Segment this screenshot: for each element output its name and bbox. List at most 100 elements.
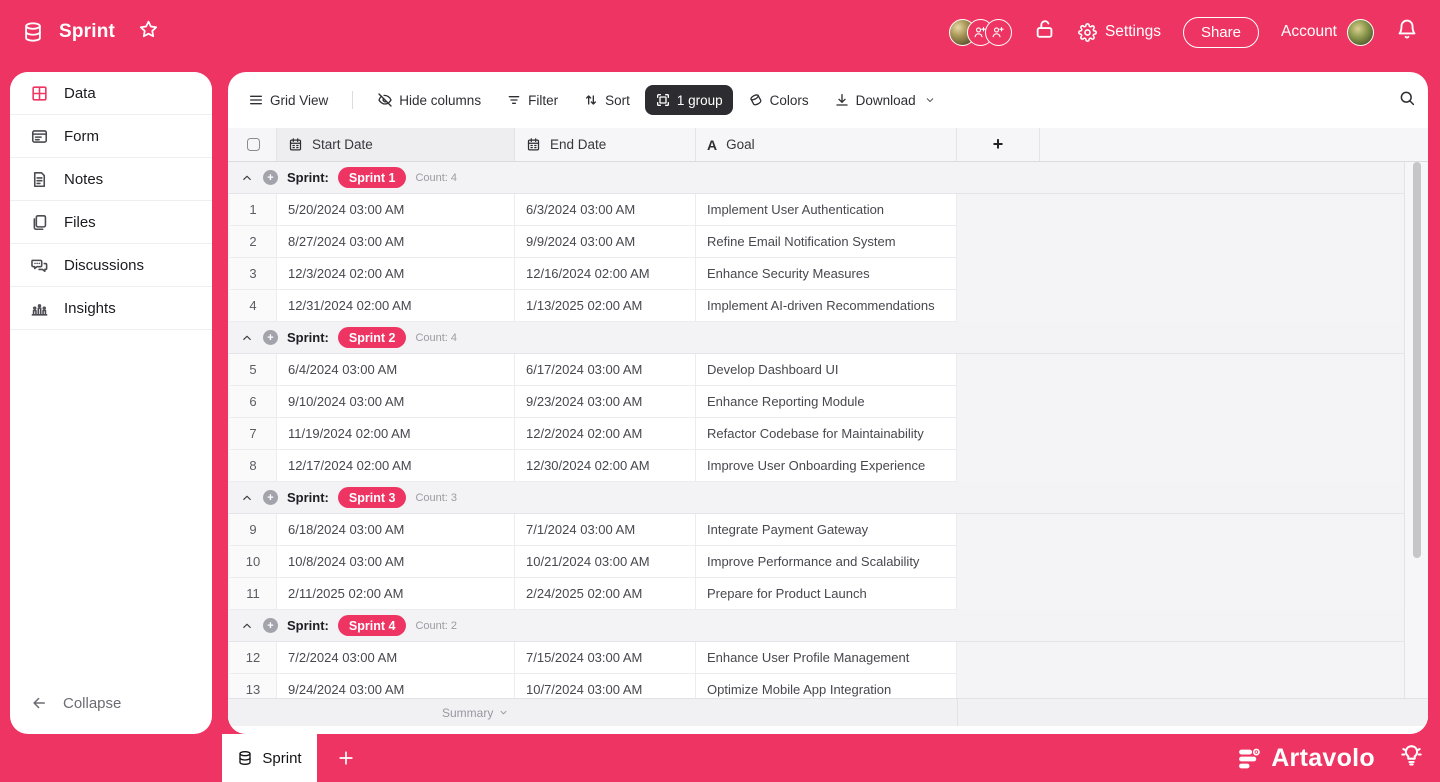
goal-cell[interactable]: Refactor Codebase for Maintainability	[696, 418, 957, 450]
start-date-cell[interactable]: 9/24/2024 03:00 AM	[277, 674, 515, 698]
table-row[interactable]: 4 12/31/2024 02:00 AM 1/13/2025 02:00 AM Im…	[228, 290, 1404, 322]
row-number-cell[interactable]: 1	[230, 194, 277, 226]
row-number-cell[interactable]: 2	[230, 226, 277, 258]
sidebar-collapse-button[interactable]: Collapse	[10, 678, 212, 734]
end-date-cell[interactable]: 10/21/2024 03:00 AM	[515, 546, 696, 578]
end-date-cell[interactable]: 1/13/2025 02:00 AM	[515, 290, 696, 322]
sidebar-item-form[interactable]: Form	[10, 115, 212, 158]
share-button[interactable]: Share	[1182, 16, 1259, 48]
help-button[interactable]	[1399, 742, 1424, 774]
goal-cell[interactable]: Enhance Reporting Module	[696, 386, 957, 418]
group-header-row[interactable]: + Sprint: Sprint 1 Count: 4	[228, 162, 1404, 194]
start-date-cell[interactable]: 6/18/2024 03:00 AM	[277, 514, 515, 546]
start-date-cell[interactable]: 9/10/2024 03:00 AM	[277, 386, 515, 418]
start-date-cell[interactable]: 2/11/2025 02:00 AM	[277, 578, 515, 610]
end-date-cell[interactable]: 9/23/2024 03:00 AM	[515, 386, 696, 418]
sidebar-item-insights[interactable]: Insights	[10, 287, 212, 330]
end-date-cell[interactable]: 12/16/2024 02:00 AM	[515, 258, 696, 290]
column-header-goal[interactable]: A Goal	[696, 128, 957, 161]
start-date-cell[interactable]: 8/27/2024 03:00 AM	[277, 226, 515, 258]
sidebar-item-files[interactable]: Files	[10, 201, 212, 244]
start-date-cell[interactable]: 12/3/2024 02:00 AM	[277, 258, 515, 290]
account-menu[interactable]: Account	[1281, 18, 1374, 46]
table-row[interactable]: 1 5/20/2024 03:00 AM 6/3/2024 03:00 AM Impl…	[228, 194, 1404, 226]
toolbar-filter[interactable]: Filter	[496, 85, 568, 115]
toolbar-sort[interactable]: Sort	[573, 85, 640, 115]
goal-cell[interactable]: Optimize Mobile App Integration	[696, 674, 957, 698]
add-table-button[interactable]	[326, 734, 366, 782]
sidebar-item-notes[interactable]: Notes	[10, 158, 212, 201]
scrollbar-thumb[interactable]	[1413, 162, 1421, 558]
sidebar-item-discussions[interactable]: Discussions	[10, 244, 212, 287]
start-date-cell[interactable]: 11/19/2024 02:00 AM	[277, 418, 515, 450]
add-record-to-group-button[interactable]: +	[263, 490, 278, 505]
table-row[interactable]: 2 8/27/2024 03:00 AM 9/9/2024 03:00 AM Refi…	[228, 226, 1404, 258]
collapse-group-button[interactable]	[240, 491, 254, 505]
checkbox-icon[interactable]	[246, 138, 260, 151]
start-date-cell[interactable]: 5/20/2024 03:00 AM	[277, 194, 515, 226]
start-date-cell[interactable]: 12/31/2024 02:00 AM	[277, 290, 515, 322]
goal-cell[interactable]: Enhance User Profile Management	[696, 642, 957, 674]
row-number-cell[interactable]: 5	[230, 354, 277, 386]
notifications-button[interactable]	[1396, 18, 1418, 46]
toolbar-hide-columns[interactable]: Hide columns	[367, 85, 491, 115]
search-button[interactable]	[1398, 89, 1416, 112]
table-tab-sprint[interactable]: Sprint	[222, 734, 317, 782]
goal-cell[interactable]: Develop Dashboard UI	[696, 354, 957, 386]
summary-dropdown[interactable]: Summary	[442, 699, 509, 726]
collaborator-avatars[interactable]	[948, 18, 1012, 46]
vertical-scrollbar[interactable]	[1404, 162, 1428, 698]
end-date-cell[interactable]: 9/9/2024 03:00 AM	[515, 226, 696, 258]
goal-cell[interactable]: Improve Performance and Scalability	[696, 546, 957, 578]
table-row[interactable]: 12 7/2/2024 03:00 AM 7/15/2024 03:00 AM Enh…	[228, 642, 1404, 674]
group-header-row[interactable]: + Sprint: Sprint 3 Count: 3	[228, 482, 1404, 514]
goal-cell[interactable]: Refine Email Notification System	[696, 226, 957, 258]
add-record-to-group-button[interactable]: +	[263, 170, 278, 185]
select-all-cell[interactable]	[230, 128, 277, 161]
goal-cell[interactable]: Prepare for Product Launch	[696, 578, 957, 610]
start-date-cell[interactable]: 6/4/2024 03:00 AM	[277, 354, 515, 386]
table-row[interactable]: 3 12/3/2024 02:00 AM 12/16/2024 02:00 AM En…	[228, 258, 1404, 290]
toolbar-download[interactable]: Download	[824, 85, 946, 115]
column-header-start-date[interactable]: Start Date	[277, 128, 515, 161]
table-row[interactable]: 6 9/10/2024 03:00 AM 9/23/2024 03:00 AM Enh…	[228, 386, 1404, 418]
settings-button[interactable]: Settings	[1078, 22, 1161, 42]
table-row[interactable]: 8 12/17/2024 02:00 AM 12/30/2024 02:00 AM I…	[228, 450, 1404, 482]
table-row[interactable]: 11 2/11/2025 02:00 AM 2/24/2025 02:00 AM Pr…	[228, 578, 1404, 610]
end-date-cell[interactable]: 2/24/2025 02:00 AM	[515, 578, 696, 610]
goal-cell[interactable]: Implement User Authentication	[696, 194, 957, 226]
start-date-cell[interactable]: 10/8/2024 03:00 AM	[277, 546, 515, 578]
end-date-cell[interactable]: 7/1/2024 03:00 AM	[515, 514, 696, 546]
add-column-button[interactable]: +	[957, 128, 1040, 161]
end-date-cell[interactable]: 6/17/2024 03:00 AM	[515, 354, 696, 386]
table-row[interactable]: 13 9/24/2024 03:00 AM 10/7/2024 03:00 AM Op…	[228, 674, 1404, 698]
goal-cell[interactable]: Improve User Onboarding Experience	[696, 450, 957, 482]
table-row[interactable]: 7 11/19/2024 02:00 AM 12/2/2024 02:00 AM Re…	[228, 418, 1404, 450]
sidebar-item-data[interactable]: Data	[10, 72, 212, 115]
collapse-group-button[interactable]	[240, 171, 254, 185]
toolbar-grid-view[interactable]: Grid View	[238, 85, 338, 115]
row-number-cell[interactable]: 8	[230, 450, 277, 482]
end-date-cell[interactable]: 12/2/2024 02:00 AM	[515, 418, 696, 450]
row-number-cell[interactable]: 6	[230, 386, 277, 418]
end-date-cell[interactable]: 12/30/2024 02:00 AM	[515, 450, 696, 482]
group-header-row[interactable]: + Sprint: Sprint 4 Count: 2	[228, 610, 1404, 642]
row-number-cell[interactable]: 4	[230, 290, 277, 322]
row-number-cell[interactable]: 7	[230, 418, 277, 450]
toolbar-1-group[interactable]: 1 group	[644, 85, 733, 115]
collapse-group-button[interactable]	[240, 619, 254, 633]
table-row[interactable]: 10 10/8/2024 03:00 AM 10/21/2024 03:00 AM I…	[228, 546, 1404, 578]
row-number-cell[interactable]: 12	[230, 642, 277, 674]
end-date-cell[interactable]: 7/15/2024 03:00 AM	[515, 642, 696, 674]
start-date-cell[interactable]: 7/2/2024 03:00 AM	[277, 642, 515, 674]
column-header-end-date[interactable]: End Date	[515, 128, 696, 161]
invite-user-button[interactable]	[984, 18, 1012, 46]
table-row[interactable]: 5 6/4/2024 03:00 AM 6/17/2024 03:00 AM Deve…	[228, 354, 1404, 386]
row-number-cell[interactable]: 10	[230, 546, 277, 578]
start-date-cell[interactable]: 12/17/2024 02:00 AM	[277, 450, 515, 482]
table-row[interactable]: 9 6/18/2024 03:00 AM 7/1/2024 03:00 AM Inte…	[228, 514, 1404, 546]
favorite-star-button[interactable]	[138, 19, 159, 46]
goal-cell[interactable]: Integrate Payment Gateway	[696, 514, 957, 546]
row-number-cell[interactable]: 3	[230, 258, 277, 290]
collapse-group-button[interactable]	[240, 331, 254, 345]
